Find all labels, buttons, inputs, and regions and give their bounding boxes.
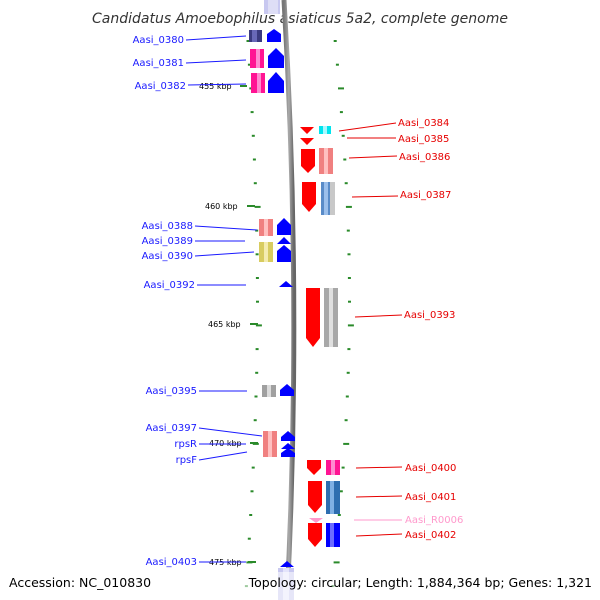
reverse-tick (344, 182, 348, 185)
ruler-label-465: 465 kbp (208, 320, 241, 329)
gene-label-aasi-0382[interactable]: Aasi_0382 (135, 81, 186, 92)
topology-text: Topology: circular; Length: 1,884,364 bp… (248, 575, 592, 590)
gene-label-aasi-0395[interactable]: Aasi_0395 (146, 386, 197, 397)
forward-tick (255, 253, 259, 256)
gene-label-aasi-0393[interactable]: Aasi_0393 (404, 310, 455, 321)
reverse-tick (348, 300, 351, 303)
gene-label-aasi-0397[interactable]: Aasi_0397 (146, 423, 197, 434)
reverse-tick (347, 253, 351, 256)
forward-tick (253, 419, 257, 422)
forward-tick (254, 395, 258, 398)
gene-label-aasi-0387[interactable]: Aasi_0387 (400, 190, 451, 201)
reverse-tick (345, 395, 349, 398)
gene-label-aasi-0403[interactable]: Aasi_0403 (146, 557, 197, 568)
forward-tick (247, 537, 251, 540)
accession-text: Accession: NC_010830 (9, 575, 151, 590)
gene-label-aasi-0400[interactable]: Aasi_0400 (405, 463, 456, 474)
ruler-label-460: 460 kbp (205, 202, 238, 211)
forward-tick (255, 371, 259, 374)
gene-label-aasi-0386[interactable]: Aasi_0386 (399, 152, 450, 163)
gene-label-aasi-0385[interactable]: Aasi_0385 (398, 134, 449, 145)
forward-tick (255, 277, 259, 279)
forward-tick (251, 466, 255, 469)
forward-tick (255, 324, 262, 327)
reverse-tick (333, 40, 337, 42)
gene-label-aasi-0390[interactable]: Aasi_0390 (142, 251, 193, 262)
gene-label-aasi-0381[interactable]: Aasi_0381 (133, 58, 184, 69)
reverse-tick (347, 324, 354, 327)
forward-tick (250, 490, 254, 493)
reverse-tick (343, 158, 347, 161)
reverse-tick (339, 111, 343, 114)
reverse-tick (343, 442, 350, 445)
forward-tick (247, 63, 251, 66)
map-title: Candidatus Amoebophilus asiaticus 5a2, c… (92, 11, 508, 27)
reverse-tick (335, 63, 339, 66)
reverse-tick (345, 205, 352, 208)
genome-backbone (281, 0, 297, 600)
reverse-tick (333, 561, 340, 564)
gene-label-aasi-0402[interactable]: Aasi_0402 (405, 530, 456, 541)
forward-tick (254, 205, 261, 208)
forward-tick (255, 229, 259, 232)
reverse-tick (341, 134, 345, 137)
gene-label-aasi-0388[interactable]: Aasi_0388 (142, 221, 193, 232)
forward-tick (255, 348, 259, 351)
reverse-tick (346, 371, 350, 374)
gene-label-aasi-r0006[interactable]: Aasi_R0006 (405, 515, 463, 526)
gene-label-aasi-0392[interactable]: Aasi_0392 (144, 280, 195, 291)
reverse-tick (346, 229, 350, 232)
reverse-tick (347, 277, 351, 279)
forward-tick (250, 111, 254, 114)
reverse-tick (344, 419, 348, 422)
reverse-tick (347, 348, 351, 351)
gene-label-aasi-0384[interactable]: Aasi_0384 (398, 118, 449, 129)
gene-label-aasi-0401[interactable]: Aasi_0401 (405, 492, 456, 503)
forward-tick (253, 182, 257, 185)
reverse-tick (341, 466, 345, 469)
gene-label-aasi-0380[interactable]: Aasi_0380 (133, 35, 184, 46)
forward-tick (246, 40, 250, 42)
forward-tick (251, 134, 255, 137)
gene-label-rpsf[interactable]: rpsF (176, 455, 198, 466)
gene-label-rpsr[interactable]: rpsR (174, 439, 197, 450)
forward-tick (256, 300, 259, 303)
reverse-tick (338, 87, 344, 90)
forward-strand-ticks (244, 40, 262, 588)
forward-tick (252, 158, 256, 161)
reverse-tick (339, 490, 343, 493)
gene-label-aasi-0389[interactable]: Aasi_0389 (142, 236, 193, 247)
reverse-tick (337, 514, 341, 516)
forward-tick (249, 514, 253, 516)
ruler-label-455: 455 kbp (199, 82, 232, 91)
